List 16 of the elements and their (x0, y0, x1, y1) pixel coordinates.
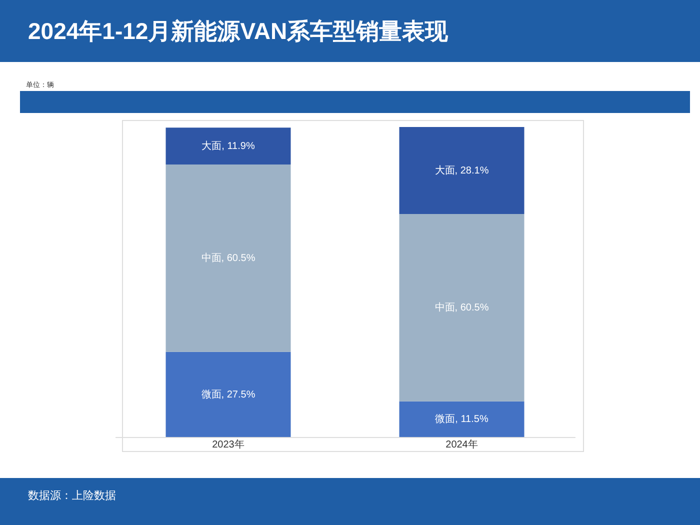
bar (166, 128, 291, 164)
data-label: 大面, 11.9% (202, 140, 255, 152)
bar (166, 352, 291, 437)
data-label: 微面, 27.5% (201, 389, 256, 400)
bar (399, 401, 524, 437)
data-label: 微面, 11.5% (435, 414, 488, 426)
text: 数据源：上险数据 (0, 478, 700, 525)
bar (399, 127, 524, 214)
data-label: 中面, 60.5% (201, 252, 256, 264)
chart-title: 2024年1-12月新能源VAN系车型销量表现 (0, 0, 700, 62)
data-label: 大面, 28.1% (434, 164, 489, 177)
bar (166, 164, 291, 352)
x-tick-label: 2024年 (446, 438, 478, 450)
data-label: 中面, 60.5% (434, 302, 489, 314)
bar (399, 214, 524, 402)
x-tick-label: 2023年 (212, 438, 244, 450)
